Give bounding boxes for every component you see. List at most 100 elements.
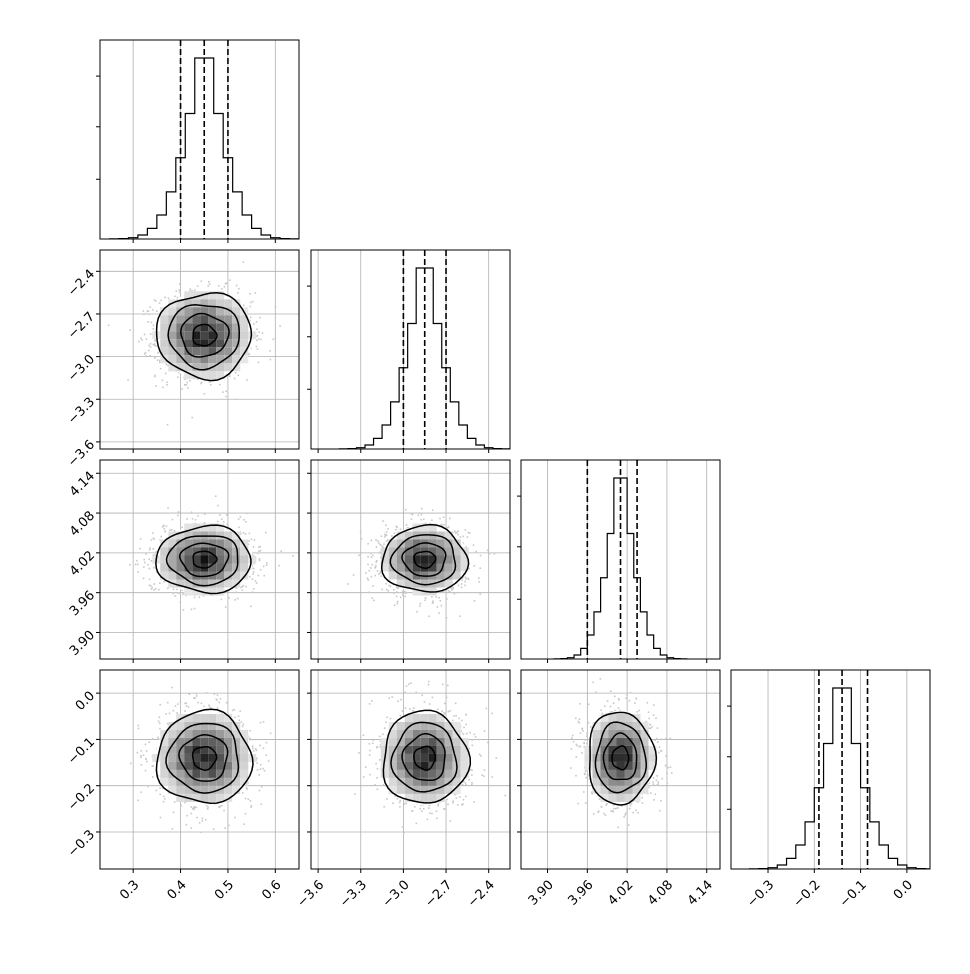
scatter-point [402, 594, 404, 596]
scatter-point [209, 381, 211, 383]
scatter-point [197, 285, 199, 287]
scatter-point [394, 532, 396, 534]
scatter-point [424, 599, 426, 601]
scatter-point [379, 572, 381, 574]
scatter-point [151, 587, 153, 589]
scatter-point [397, 601, 399, 603]
scatter-point [166, 384, 168, 386]
scatter-point [176, 712, 178, 714]
scatter-point [143, 577, 145, 579]
scatter-point [178, 289, 180, 291]
density-cell [240, 564, 248, 572]
scatter-point [130, 763, 132, 765]
scatter-point [229, 375, 231, 377]
scatter-point [191, 511, 193, 513]
scatter-point [455, 532, 457, 534]
scatter-point [159, 582, 161, 584]
scatter-point [478, 577, 480, 579]
scatter-point [162, 526, 164, 528]
scatter-point [152, 328, 154, 330]
scatter-point [435, 596, 437, 598]
scatter-point [147, 564, 149, 566]
density-cell [413, 548, 421, 556]
scatter-point [258, 550, 260, 552]
scatter-point [253, 750, 255, 752]
scatter-point [153, 589, 155, 591]
scatter-point [141, 339, 143, 341]
density-cell [192, 347, 200, 355]
scatter-point [292, 555, 294, 557]
scatter-point [464, 585, 466, 587]
scatter-point [108, 324, 110, 326]
scatter-point [367, 556, 369, 558]
density-cell [248, 331, 256, 339]
scatter-point [270, 359, 272, 361]
scatter-point [388, 585, 390, 587]
density-cell [216, 323, 224, 331]
scatter-point [151, 588, 153, 590]
scatter-point [229, 279, 231, 281]
scatter-point [145, 313, 147, 315]
density-cell [192, 299, 200, 307]
scatter-point [149, 549, 151, 551]
scatter-point [449, 591, 451, 593]
scatter-point [159, 787, 161, 789]
scatter-point [443, 591, 445, 593]
scatter-point [266, 564, 268, 566]
scatter-point [411, 518, 413, 520]
scatter-point [197, 515, 199, 517]
scatter-point [253, 568, 255, 570]
scatter-point [223, 521, 225, 523]
scatter-point [425, 597, 427, 599]
scatter-point [217, 505, 219, 507]
scatter-point [379, 552, 381, 554]
scatter-point [141, 764, 143, 766]
density-cell [168, 556, 176, 564]
scatter-point [260, 339, 262, 341]
scatter-point [421, 514, 423, 516]
scatter-point [375, 565, 377, 567]
scatter-point [265, 532, 267, 534]
scatter-point [243, 261, 245, 263]
scatter-point [256, 582, 258, 584]
scatter-point [187, 387, 189, 389]
density-cell [232, 556, 240, 564]
scatter-point [245, 521, 247, 523]
scatter-point [249, 306, 251, 308]
scatter-point [367, 564, 369, 566]
scatter-point [183, 609, 185, 611]
scatter-point [370, 540, 372, 542]
scatter-point [248, 540, 250, 542]
scatter-point [217, 521, 219, 523]
scatter-point [461, 579, 463, 581]
y-tick-label-1-3: −2.7 [65, 309, 98, 342]
scatter-point [238, 527, 240, 529]
y-tick-label-2-2: 4.02 [67, 548, 98, 579]
density-cell [160, 323, 168, 331]
scatter-point [420, 519, 422, 521]
scatter-point [149, 568, 151, 570]
scatter-point [184, 384, 186, 386]
scatter-point [262, 768, 264, 770]
scatter-point [419, 605, 421, 607]
scatter-point [143, 566, 145, 568]
density-cell [208, 307, 216, 315]
scatter-point [467, 578, 469, 580]
scatter-point [269, 350, 271, 352]
scatter-point [204, 513, 206, 515]
panel-2-1 [307, 460, 510, 663]
scatter-point [243, 305, 245, 307]
scatter-point [152, 309, 154, 311]
scatter-point [441, 605, 443, 607]
panel-2-2 [517, 460, 720, 663]
scatter-point [218, 285, 220, 287]
scatter-point [250, 730, 252, 732]
scatter-point [175, 595, 177, 597]
scatter-point [420, 603, 422, 605]
scatter-point [439, 518, 441, 520]
scatter-point [154, 357, 156, 359]
scatter-point [456, 532, 458, 534]
density-cell [208, 371, 216, 379]
scatter-point [179, 292, 181, 294]
scatter-point [393, 589, 395, 591]
